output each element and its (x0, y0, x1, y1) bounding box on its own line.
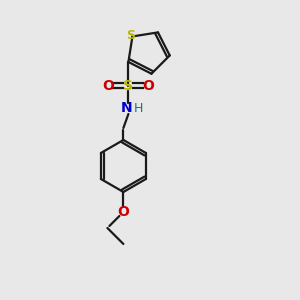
Text: O: O (142, 79, 154, 93)
Text: O: O (118, 205, 129, 219)
Text: S: S (123, 79, 134, 93)
Text: S: S (126, 29, 135, 42)
Text: H: H (134, 103, 143, 116)
Text: N: N (121, 101, 132, 115)
Text: O: O (103, 79, 114, 93)
